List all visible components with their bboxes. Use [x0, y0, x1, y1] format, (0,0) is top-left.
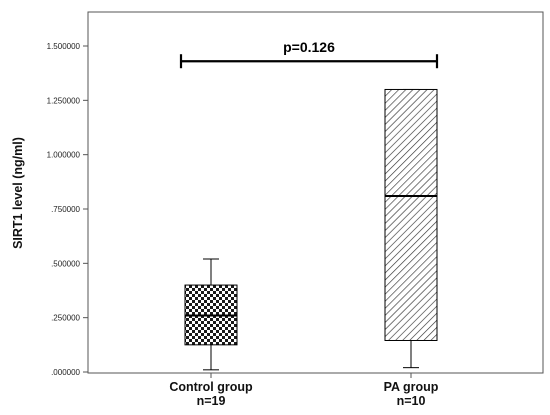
box-series	[184, 88, 438, 371]
plot-frame	[87, 11, 544, 374]
x-category-n-label: n=10	[397, 394, 426, 408]
x-category-label: Control group	[169, 380, 253, 394]
p-value-label: p=0.126	[283, 39, 335, 55]
x-category-n-label: n=19	[197, 394, 226, 408]
y-axis-ticks: .000000 .250000 .500000 .750000 1.000000 1.25…	[47, 42, 88, 377]
x-category-label: PA group	[384, 380, 439, 394]
y-axis-title: SIRT1 level (ng/ml)	[11, 137, 25, 249]
y-tick-label: .250000	[51, 314, 80, 323]
box-1	[384, 88, 438, 369]
y-tick-label: .750000	[51, 205, 80, 214]
y-tick-label: 1.250000	[47, 96, 81, 105]
significance-annotation: p=0.126	[179, 39, 439, 69]
y-tick-label: .500000	[51, 259, 80, 268]
y-tick-label: 1.500000	[47, 42, 81, 51]
y-tick-label: .000000	[51, 368, 80, 377]
interquartile-box	[384, 88, 438, 341]
y-tick-label: 1.000000	[47, 151, 81, 160]
box-0	[184, 258, 238, 371]
